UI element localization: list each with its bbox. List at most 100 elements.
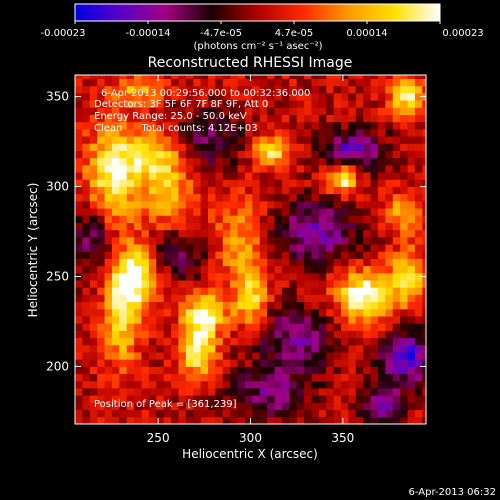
heatmap-cell xyxy=(400,186,408,195)
heatmap-cell xyxy=(326,395,335,403)
heatmap-cell xyxy=(185,222,194,231)
heatmap-cell xyxy=(377,373,386,382)
heatmap-cell xyxy=(296,143,305,151)
heatmap-cell xyxy=(274,258,283,267)
heatmap-cell xyxy=(222,308,231,317)
heatmap-cell xyxy=(252,100,261,108)
heatmap-cell xyxy=(348,100,357,108)
heatmap-cell xyxy=(355,92,364,101)
heatmap-cell xyxy=(215,373,224,382)
heatmap-cell xyxy=(208,287,216,295)
heatmap-cell xyxy=(318,200,327,209)
heatmap-cell xyxy=(267,150,275,159)
heatmap-cell xyxy=(119,395,128,403)
heatmap-cell xyxy=(348,179,357,187)
heatmap-cell xyxy=(82,294,91,303)
heatmap-cell xyxy=(377,136,386,144)
heatmap-cell xyxy=(237,265,246,274)
heatmap-cell xyxy=(341,157,349,166)
heatmap-cell xyxy=(407,337,416,346)
heatmap-cell xyxy=(89,388,98,396)
heatmap-cell xyxy=(267,280,275,288)
heatmap-cell xyxy=(392,352,401,360)
heatmap-cell xyxy=(422,316,426,324)
heatmap-cell xyxy=(89,323,98,331)
heatmap-cell xyxy=(274,229,283,238)
heatmap-cell xyxy=(163,265,172,274)
heatmap-cell xyxy=(200,193,209,202)
heatmap-cell xyxy=(97,150,105,159)
heatmap-cell xyxy=(370,388,379,396)
heatmap-cell xyxy=(104,402,113,411)
heatmap-cell xyxy=(141,136,150,144)
heatmap-cell xyxy=(318,287,327,295)
heatmap-cell xyxy=(422,395,426,403)
heatmap-cell xyxy=(422,416,426,424)
heatmap-cell xyxy=(326,128,335,137)
heatmap-cell xyxy=(318,136,327,144)
heatmap-cell xyxy=(304,136,312,144)
heatmap-cell xyxy=(82,107,91,115)
heatmap-cell xyxy=(222,229,231,238)
heatmap-cell xyxy=(126,244,135,252)
heatmap-cell xyxy=(75,229,83,238)
heatmap-cell xyxy=(148,373,157,382)
heatmap-cell xyxy=(326,287,335,295)
heatmap-cell xyxy=(355,107,364,115)
heatmap-cell xyxy=(178,136,187,144)
heatmap-cell xyxy=(259,150,268,159)
heatmap-cell xyxy=(75,301,83,310)
heatmap-cell xyxy=(200,215,209,223)
heatmap-cell xyxy=(355,172,364,180)
heatmap-cell xyxy=(392,366,401,375)
x-axis-label: Heliocentric X (arcsec) xyxy=(182,447,318,461)
heatmap-cell xyxy=(267,323,275,331)
heatmap-cell xyxy=(111,75,120,79)
heatmap-cell xyxy=(267,179,275,187)
colorbar xyxy=(74,3,441,22)
heatmap-cell xyxy=(82,244,91,252)
heatmap-cell xyxy=(178,265,187,274)
heatmap-cell xyxy=(422,107,426,115)
heatmap-cell xyxy=(126,200,135,209)
heatmap-cell xyxy=(281,272,290,281)
heatmap-cell xyxy=(200,265,209,274)
heatmap-cell xyxy=(385,344,394,353)
heatmap-cell xyxy=(82,402,91,411)
heatmap-cell xyxy=(296,92,305,101)
heatmap-cell xyxy=(178,200,187,209)
heatmap-cell xyxy=(244,280,253,288)
heatmap-cell xyxy=(341,294,349,303)
heatmap-cell xyxy=(104,280,113,288)
heatmap-cell xyxy=(89,85,98,94)
heatmap-cell xyxy=(392,85,401,94)
heatmap-cell xyxy=(355,395,364,403)
heatmap-cell xyxy=(97,222,105,231)
heatmap-cell xyxy=(326,236,335,245)
heatmap-cell xyxy=(185,359,194,367)
heatmap-cell xyxy=(156,330,165,339)
heatmap-cell xyxy=(274,121,283,130)
heatmap-cell xyxy=(333,244,342,252)
heatmap-cell xyxy=(355,287,364,295)
heatmap-cell xyxy=(311,352,320,360)
heatmap-cell xyxy=(222,92,231,101)
heatmap-cell xyxy=(75,121,83,130)
heatmap-cell xyxy=(281,136,290,144)
heatmap-cell xyxy=(385,301,394,310)
heatmap-cell xyxy=(333,193,342,202)
heatmap-cell xyxy=(222,294,231,303)
heatmap-cell xyxy=(355,100,364,108)
heatmap-cell xyxy=(163,409,172,418)
heatmap-cell xyxy=(215,244,224,252)
heatmap-cell xyxy=(274,222,283,231)
heatmap-cell xyxy=(392,359,401,367)
heatmap-cell xyxy=(104,380,113,389)
heatmap-cell xyxy=(407,222,416,231)
heatmap-cell xyxy=(289,251,298,259)
heatmap-cell xyxy=(230,164,238,173)
heatmap-cell xyxy=(185,272,194,281)
heatmap-cell xyxy=(304,308,312,317)
heatmap-cell xyxy=(237,359,246,367)
heatmap-cell xyxy=(385,157,394,166)
